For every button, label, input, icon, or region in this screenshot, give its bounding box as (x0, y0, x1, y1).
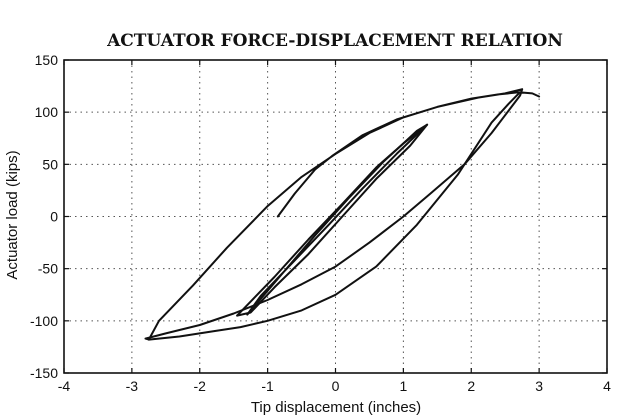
x-tick-label: 4 (603, 378, 611, 394)
series-line-4 (246, 123, 429, 316)
grid-lines (64, 60, 607, 373)
x-tick-label: -3 (126, 378, 139, 394)
y-tick-label: -150 (30, 365, 58, 381)
series-line-1 (144, 88, 541, 341)
series-line-3 (236, 123, 429, 317)
chart-title: ACTUATOR FORCE-DISPLACEMENT RELATION (106, 31, 563, 51)
y-tick-label: 150 (35, 52, 59, 68)
x-tick-label: -2 (194, 378, 207, 394)
x-tick-label: 0 (332, 378, 340, 394)
y-tick-label: -50 (38, 261, 58, 277)
y-tick-label: 0 (50, 209, 58, 225)
x-tick-label: 1 (399, 378, 407, 394)
axis-ticks: -4 -3 -2 -1 0 1 2 3 4 150 100 50 0 -50 -100 -150 (30, 52, 611, 394)
y-tick-label: 50 (42, 156, 58, 172)
series-line-2 (147, 92, 520, 341)
y-tick-label: 100 (35, 104, 59, 120)
y-axis-label: Actuator load (kips) (4, 150, 21, 279)
y-tick-label: -100 (30, 313, 58, 329)
x-tick-label: 2 (467, 378, 475, 394)
x-axis-label: Tip displacement (inches) (251, 399, 421, 416)
x-tick-label: -4 (58, 378, 71, 394)
series-group (144, 88, 541, 341)
x-tick-label: -1 (261, 378, 274, 394)
x-tick-label: 3 (535, 378, 543, 394)
